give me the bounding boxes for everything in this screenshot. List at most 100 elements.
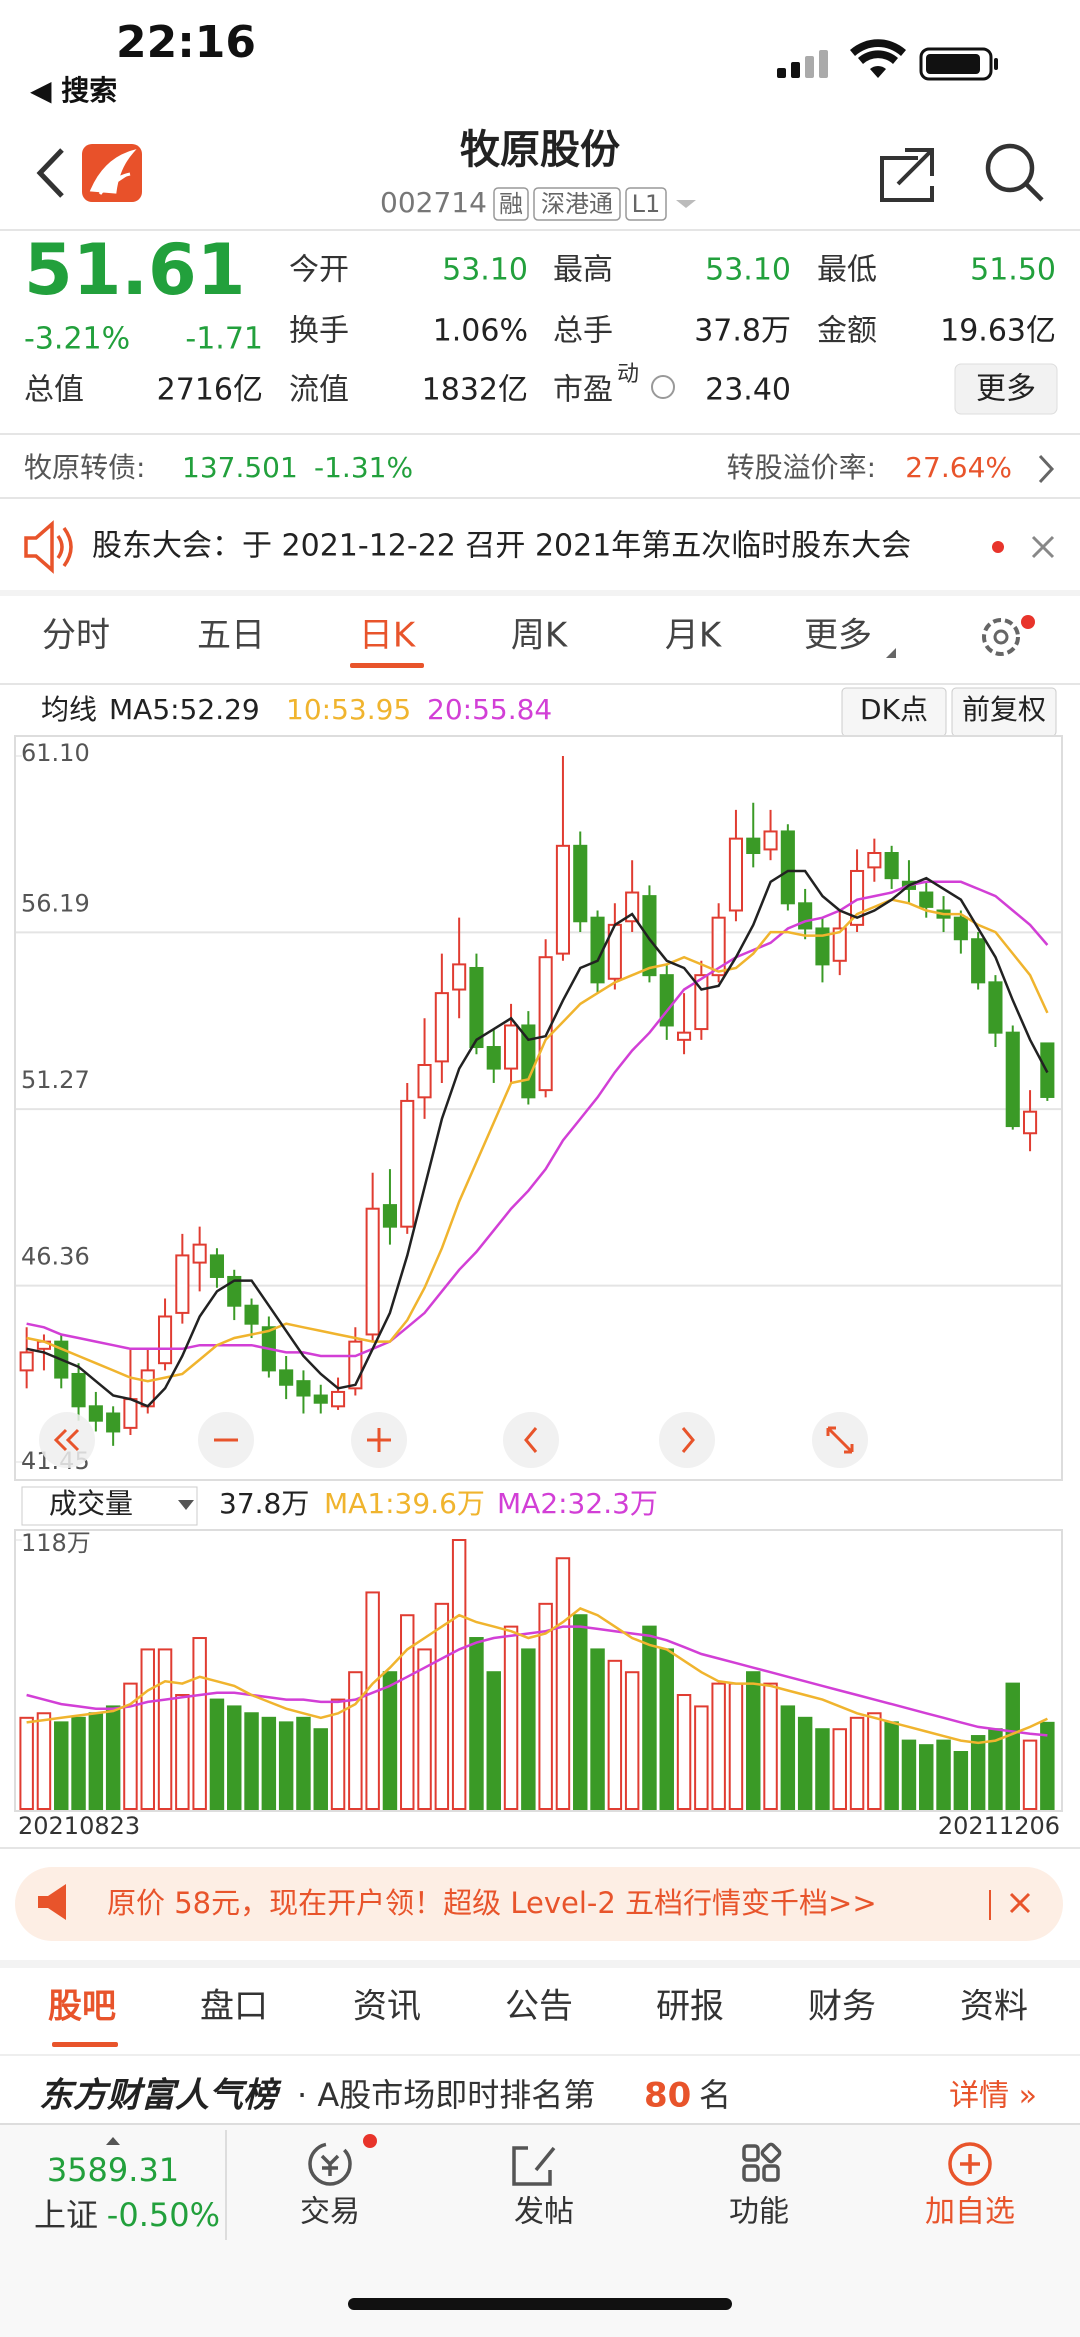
nav-icons[interactable] bbox=[308, 2142, 992, 2186]
volume-bar bbox=[503, 1625, 519, 1810]
kline-frame bbox=[14, 735, 1063, 1481]
y-tick-label: 61.10 bbox=[21, 739, 90, 767]
candle-body bbox=[330, 1390, 346, 1408]
y-tick-label: 56.19 bbox=[21, 889, 90, 917]
candle-body bbox=[244, 1304, 259, 1325]
chart-button[interactable]: DK点 bbox=[860, 693, 928, 726]
tab[interactable]: 月K bbox=[665, 616, 723, 656]
candle-body bbox=[417, 1063, 432, 1099]
tab[interactable]: 分时 bbox=[42, 616, 110, 656]
candle-body bbox=[279, 1369, 294, 1386]
field-value: 1.06% bbox=[433, 314, 528, 349]
field-sup: 动 bbox=[617, 362, 639, 387]
sub-tab[interactable]: 资料 bbox=[960, 1987, 1028, 2027]
chart-nav-button[interactable] bbox=[503, 1412, 559, 1468]
candle-body bbox=[296, 1380, 311, 1397]
tab[interactable]: 日K bbox=[359, 616, 417, 656]
premium: 27.64% bbox=[905, 451, 1012, 484]
field-value: 51.50 bbox=[970, 253, 1056, 288]
nav-item[interactable]: 功能 bbox=[729, 2195, 789, 2230]
sub-tab[interactable]: 股吧 bbox=[48, 1987, 116, 2027]
volume-bar bbox=[746, 1671, 761, 1810]
volume-bar bbox=[694, 1705, 709, 1811]
home-indicator bbox=[348, 2298, 732, 2310]
volume-bar bbox=[244, 1712, 259, 1811]
sub-tab[interactable]: 资讯 bbox=[353, 1987, 421, 2027]
rank-detail[interactable]: 详情 » bbox=[949, 2079, 1037, 2114]
volume-bar bbox=[209, 1698, 225, 1811]
nav-glyph bbox=[826, 1426, 854, 1454]
volume-bar bbox=[278, 1721, 294, 1811]
nav-glyph bbox=[681, 1427, 695, 1453]
change-pct: -3.21% bbox=[24, 322, 130, 357]
field-label: 换手 bbox=[289, 314, 349, 349]
dropdown-icon[interactable] bbox=[676, 200, 696, 208]
candle-body bbox=[503, 1024, 519, 1070]
chart-nav-button[interactable] bbox=[659, 1412, 715, 1468]
rank-brand: 东方财富人气榜 bbox=[39, 2076, 282, 2116]
volume-bar bbox=[573, 1614, 588, 1810]
chart-button[interactable]: 前复权 bbox=[962, 693, 1046, 726]
volume-bar bbox=[607, 1659, 623, 1810]
volume-bar bbox=[659, 1648, 674, 1810]
y-tick-label: 51.27 bbox=[21, 1066, 90, 1094]
volume-bar bbox=[728, 1682, 744, 1811]
nav-item[interactable]: 交易 bbox=[300, 2195, 360, 2230]
volume-ma-label: MA2:32.3万 bbox=[497, 1487, 658, 1520]
sub-tab[interactable]: 财务 bbox=[808, 1987, 876, 2027]
candle-body bbox=[469, 966, 484, 1049]
close-icon[interactable] bbox=[1009, 1892, 1031, 1914]
volume-bar bbox=[590, 1648, 605, 1810]
tab[interactable]: 周K bbox=[511, 616, 569, 656]
tab[interactable]: 更多 bbox=[804, 616, 872, 656]
volume-bar bbox=[417, 1648, 432, 1810]
candle-body bbox=[209, 1254, 225, 1278]
ma5-line bbox=[26, 869, 1049, 1408]
field-value: 23.40 bbox=[705, 373, 791, 408]
volume-selector[interactable] bbox=[21, 1486, 198, 1526]
volume-bar bbox=[832, 1728, 847, 1811]
candle-body bbox=[123, 1398, 138, 1429]
tab-underline bbox=[52, 2042, 118, 2047]
more-button[interactable] bbox=[954, 363, 1058, 415]
rank-number: 80 bbox=[644, 2076, 691, 2116]
chevron-icon[interactable] bbox=[1038, 454, 1055, 484]
candle-body bbox=[486, 1046, 501, 1070]
ma-title: 均线 bbox=[41, 693, 97, 726]
field-label: 总值 bbox=[24, 373, 84, 408]
x-tick-label: 20211206 bbox=[938, 1812, 1060, 1840]
back-icon[interactable] bbox=[36, 148, 64, 198]
candle-body bbox=[919, 891, 934, 908]
sub-tab[interactable]: 公告 bbox=[505, 1987, 573, 2027]
separator bbox=[0, 590, 1080, 596]
ad-text[interactable]: 原价 58元，现在开户领！超级 Level-2 五档行情变千档>> bbox=[107, 1886, 877, 1920]
field-value: 53.10 bbox=[705, 253, 791, 288]
nav-item[interactable]: 加自选 bbox=[925, 2195, 1015, 2230]
volume-bar bbox=[642, 1625, 657, 1810]
candle-body bbox=[884, 852, 899, 880]
volume-bar bbox=[538, 1602, 553, 1811]
ad-banner[interactable] bbox=[15, 1867, 1063, 1941]
share-icon[interactable] bbox=[880, 148, 934, 202]
nav-item[interactable]: 发帖 bbox=[514, 2195, 574, 2230]
candle-body bbox=[780, 830, 795, 905]
volume-bar bbox=[486, 1671, 501, 1810]
candle-body bbox=[1005, 1031, 1020, 1128]
notice-text: 股东大会：于 2021-12-22 召开 2021年第五次临时股东大会 bbox=[92, 529, 911, 564]
candle-body bbox=[867, 852, 882, 869]
settings-icon[interactable] bbox=[982, 615, 1035, 656]
premium-label: 转股溢价率: bbox=[727, 451, 876, 484]
sub-tab[interactable]: 研报 bbox=[656, 1987, 724, 2027]
bond-price: 137.501 bbox=[182, 451, 298, 484]
volume-bar bbox=[382, 1671, 398, 1810]
tab[interactable]: 五日 bbox=[197, 616, 265, 656]
info-icon bbox=[651, 375, 675, 399]
sub-tab[interactable]: 盘口 bbox=[200, 1987, 268, 2027]
field-label: 最高 bbox=[553, 253, 613, 288]
volume-bar bbox=[1040, 1721, 1055, 1811]
volume-bar bbox=[624, 1671, 640, 1810]
candle-body bbox=[832, 927, 847, 962]
search-icon[interactable] bbox=[985, 143, 1044, 202]
close-icon[interactable] bbox=[1031, 535, 1055, 559]
